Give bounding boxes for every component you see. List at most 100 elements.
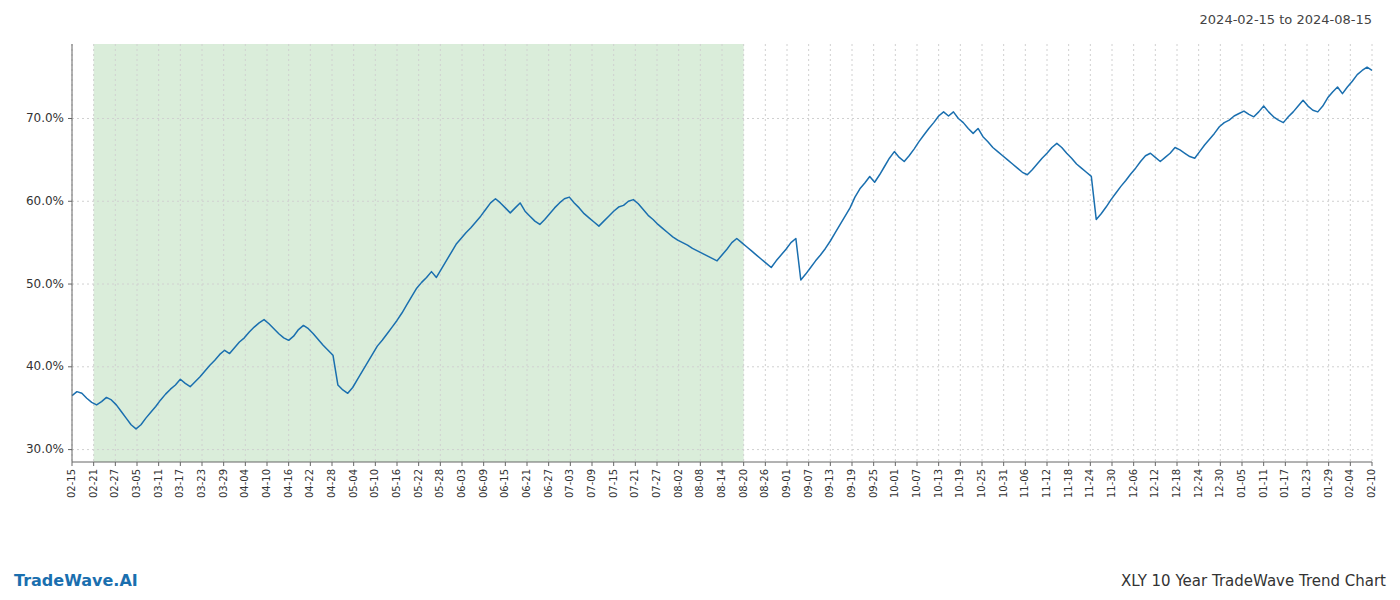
x-tick-label: 05-04 xyxy=(348,469,359,498)
grid-line-x xyxy=(353,44,354,462)
x-tick xyxy=(700,462,701,466)
y-tick xyxy=(68,366,72,367)
y-tick-label: 30.0% xyxy=(26,442,64,456)
x-tick-label: 03-05 xyxy=(131,469,142,498)
grid-line-x xyxy=(678,44,679,462)
grid-line-x xyxy=(1198,44,1199,462)
grid-line-x xyxy=(808,44,809,462)
grid-line-x xyxy=(137,44,138,462)
grid-line-x xyxy=(895,44,896,462)
x-tick-label: 07-09 xyxy=(586,469,597,498)
x-tick-label: 11-12 xyxy=(1041,469,1052,498)
x-tick-label: 09-07 xyxy=(803,469,814,498)
grid-line-x xyxy=(418,44,419,462)
x-tick xyxy=(1025,462,1026,466)
x-tick xyxy=(202,462,203,466)
x-tick xyxy=(267,462,268,466)
x-tick-label: 07-27 xyxy=(651,469,662,498)
x-tick-label: 09-19 xyxy=(846,469,857,498)
grid-line-x xyxy=(765,44,766,462)
y-tick xyxy=(68,201,72,202)
x-tick-label: 11-24 xyxy=(1084,469,1095,498)
grid-line-x xyxy=(310,44,311,462)
grid-line-x xyxy=(1025,44,1026,462)
x-tick xyxy=(722,462,723,466)
x-tick-label: 06-09 xyxy=(478,469,489,498)
x-tick xyxy=(917,462,918,466)
x-tick xyxy=(72,462,73,466)
x-tick xyxy=(613,462,614,466)
grid-line-x xyxy=(223,44,224,462)
x-tick-label: 07-15 xyxy=(608,469,619,498)
grid-line-x xyxy=(1090,44,1091,462)
y-tick xyxy=(68,118,72,119)
x-tick-label: 01-23 xyxy=(1301,469,1312,498)
x-tick xyxy=(1090,462,1091,466)
x-tick xyxy=(418,462,419,466)
y-tick-label: 70.0% xyxy=(26,111,64,125)
x-tick xyxy=(678,462,679,466)
x-tick-label: 11-06 xyxy=(1019,469,1030,498)
x-tick xyxy=(743,462,744,466)
grid-line-x xyxy=(440,44,441,462)
x-tick xyxy=(353,462,354,466)
y-tick-label: 60.0% xyxy=(26,194,64,208)
subtitle: 2024-02-15 to 2024-08-15 xyxy=(1200,12,1372,27)
x-tick-label: 02-15 xyxy=(66,469,77,498)
x-tick xyxy=(592,462,593,466)
x-tick xyxy=(1242,462,1243,466)
x-tick xyxy=(570,462,571,466)
x-tick-label: 03-11 xyxy=(153,469,164,498)
grid-line-x xyxy=(332,44,333,462)
x-tick xyxy=(397,462,398,466)
x-tick xyxy=(332,462,333,466)
grid-line-x xyxy=(180,44,181,462)
grid-line-x xyxy=(202,44,203,462)
grid-line-x xyxy=(1242,44,1243,462)
x-tick xyxy=(787,462,788,466)
x-tick xyxy=(1155,462,1156,466)
x-tick xyxy=(93,462,94,466)
grid-line-x xyxy=(635,44,636,462)
grid-line-x xyxy=(1285,44,1286,462)
x-tick xyxy=(635,462,636,466)
x-tick xyxy=(808,462,809,466)
grid-line-x xyxy=(1112,44,1113,462)
x-tick xyxy=(1133,462,1134,466)
x-tick xyxy=(505,462,506,466)
x-tick-label: 08-14 xyxy=(716,469,727,498)
grid-line-x xyxy=(505,44,506,462)
x-tick-label: 07-21 xyxy=(629,469,640,498)
x-tick xyxy=(1285,462,1286,466)
x-tick xyxy=(1350,462,1351,466)
x-tick-label: 10-25 xyxy=(976,469,987,498)
x-tick-label: 04-28 xyxy=(326,469,337,498)
x-tick-label: 12-12 xyxy=(1149,469,1160,498)
x-tick-label: 05-22 xyxy=(413,469,424,498)
grid-line-x xyxy=(938,44,939,462)
x-tick xyxy=(765,462,766,466)
x-tick-label: 10-01 xyxy=(889,469,900,498)
x-tick-label: 06-03 xyxy=(456,469,467,498)
x-tick-label: 12-30 xyxy=(1214,469,1225,498)
grid-line-x xyxy=(592,44,593,462)
x-tick-label: 08-26 xyxy=(759,469,770,498)
grid-line-x xyxy=(397,44,398,462)
grid-line-x xyxy=(787,44,788,462)
x-tick-label: 04-04 xyxy=(239,469,250,498)
y-tick-label: 40.0% xyxy=(26,359,64,373)
y-axis-line xyxy=(72,44,73,462)
x-tick-label: 08-08 xyxy=(694,469,705,498)
grid-line-x xyxy=(1047,44,1048,462)
x-tick xyxy=(960,462,961,466)
x-tick xyxy=(895,462,896,466)
grid-line-x xyxy=(570,44,571,462)
grid-line-x xyxy=(852,44,853,462)
x-tick-label: 04-22 xyxy=(304,469,315,498)
x-tick xyxy=(180,462,181,466)
x-tick xyxy=(1198,462,1199,466)
x-tick-label: 10-13 xyxy=(933,469,944,498)
grid-line-x xyxy=(1350,44,1351,462)
grid-line-x xyxy=(1003,44,1004,462)
x-tick xyxy=(310,462,311,466)
